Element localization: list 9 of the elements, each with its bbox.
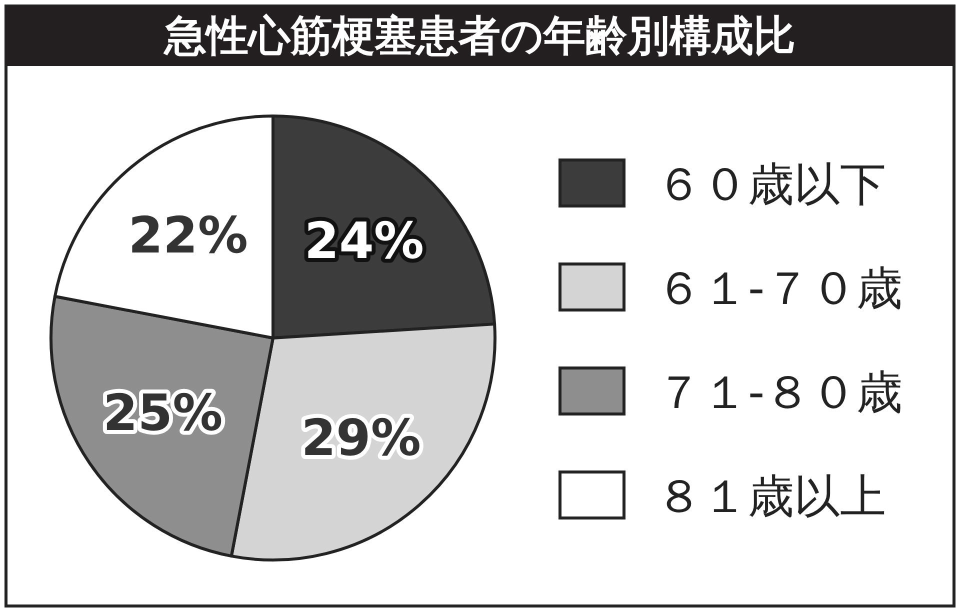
- legend-label: ６１-７０歳: [656, 261, 903, 315]
- legend-label: ７１-８０歳: [656, 365, 903, 419]
- chart-title: 急性心筋梗塞患者の年齢別構成比: [162, 11, 796, 60]
- data-label: 29%: [301, 408, 421, 467]
- data-label: 24%: [304, 212, 424, 270]
- legend-label: ６０歳以下: [656, 157, 886, 211]
- legend-label: ８１歳以上: [656, 469, 886, 523]
- data-label: 22%: [128, 206, 248, 264]
- data-label: 25%: [102, 384, 223, 442]
